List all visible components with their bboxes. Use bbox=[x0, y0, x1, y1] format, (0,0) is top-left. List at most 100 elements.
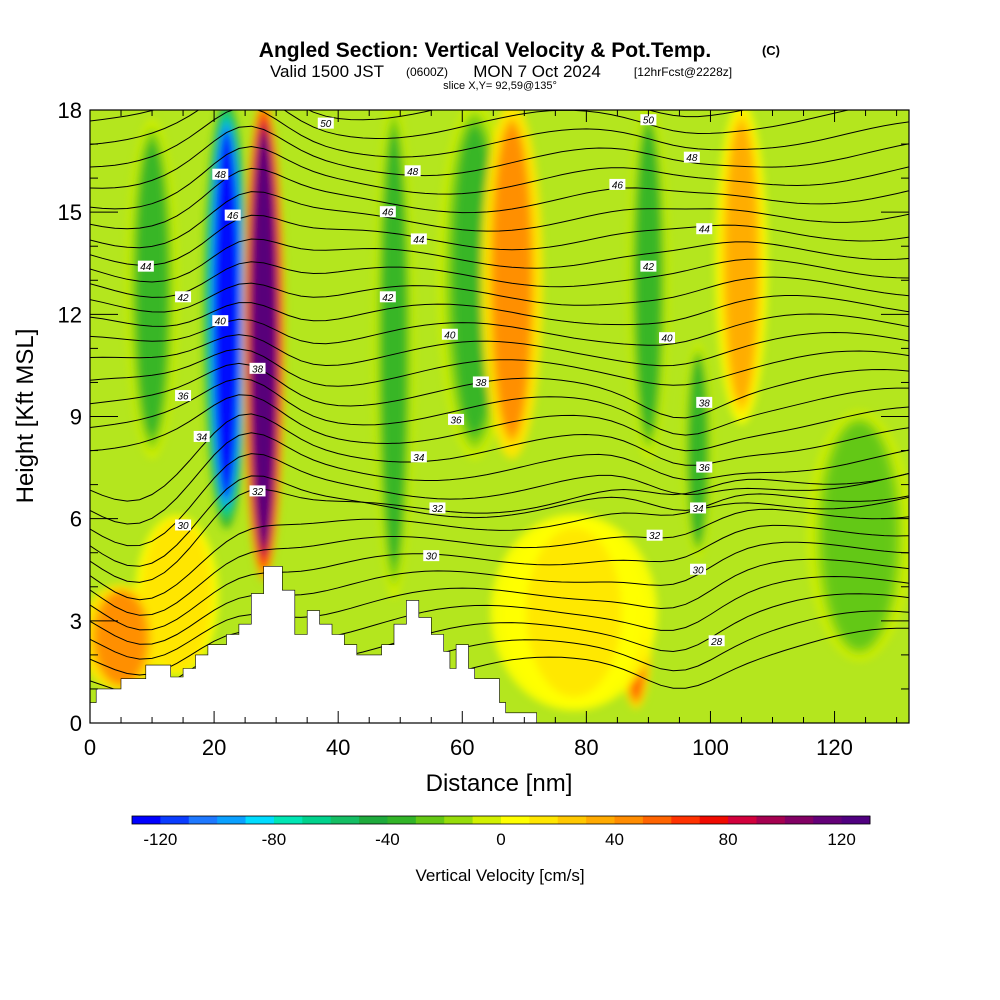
isentrope-line bbox=[90, 110, 851, 145]
colorbar-tick-label: -80 bbox=[262, 830, 287, 849]
velocity-cell bbox=[526, 528, 622, 697]
contour-label: 48 bbox=[212, 168, 229, 181]
colorbar-swatch bbox=[415, 816, 445, 824]
svg-text:38: 38 bbox=[475, 378, 487, 389]
contour-label: 38 bbox=[249, 362, 266, 375]
svg-text:40: 40 bbox=[215, 317, 227, 328]
contour-label: 48 bbox=[404, 165, 421, 178]
colorbar-swatch bbox=[671, 816, 701, 824]
colorbar-tick-label: 40 bbox=[605, 830, 624, 849]
svg-text:40: 40 bbox=[661, 334, 673, 345]
svg-text:46: 46 bbox=[382, 208, 394, 219]
svg-text:48: 48 bbox=[686, 153, 698, 164]
velocity-cell bbox=[382, 133, 406, 563]
colorbar-swatch bbox=[699, 816, 729, 824]
svg-text:34: 34 bbox=[413, 453, 425, 464]
svg-text:30: 30 bbox=[178, 521, 190, 532]
colorbar-swatch bbox=[529, 816, 559, 824]
y-axis-label: Height [Kft MSL] bbox=[12, 329, 39, 504]
svg-text:48: 48 bbox=[215, 170, 227, 181]
x-tick-label: 40 bbox=[326, 735, 350, 760]
svg-text:36: 36 bbox=[699, 463, 711, 474]
colorbar-label: Vertical Velocity [cm/s] bbox=[415, 866, 584, 885]
contour-label: 46 bbox=[379, 206, 396, 219]
colorbar-tick-label: 120 bbox=[827, 830, 855, 849]
colorbar-tick-label: -120 bbox=[143, 830, 177, 849]
svg-text:50: 50 bbox=[643, 116, 655, 127]
contour-label: 44 bbox=[696, 223, 713, 236]
contour-label: 30 bbox=[175, 519, 192, 532]
y-tick-label: 3 bbox=[70, 609, 82, 634]
svg-text:34: 34 bbox=[196, 432, 208, 443]
isentrope-line bbox=[90, 191, 909, 249]
isentrope-line bbox=[90, 145, 909, 210]
colorbar-swatch bbox=[784, 816, 814, 824]
colorbar-swatch bbox=[302, 816, 332, 824]
svg-text:42: 42 bbox=[643, 262, 655, 273]
isentrope-line bbox=[90, 493, 909, 601]
contour-labels: 50 50 48 48 48 46 46 46 44 44 44 42 42 42 40 40 40 38 38 38… bbox=[137, 114, 725, 648]
velocity-cell bbox=[97, 591, 145, 684]
contour-label: 42 bbox=[379, 291, 396, 304]
svg-text:32: 32 bbox=[649, 531, 661, 542]
velocity-cell bbox=[153, 526, 201, 665]
chart-subtitle-zulu: (0600Z) bbox=[406, 65, 448, 79]
isentrope-line bbox=[90, 276, 909, 313]
isentrope-line bbox=[90, 473, 909, 583]
contour-label: 38 bbox=[472, 376, 489, 389]
contour-label: 44 bbox=[410, 233, 427, 246]
chart-title: Angled Section: Vertical Velocity & Pot.… bbox=[259, 39, 711, 62]
y-tick-label: 9 bbox=[70, 405, 82, 430]
velocity-cell bbox=[251, 132, 276, 547]
isentrope-line bbox=[90, 558, 909, 660]
colorbar-swatch bbox=[273, 816, 303, 824]
isentrope-line bbox=[90, 508, 909, 616]
svg-text:30: 30 bbox=[692, 565, 704, 576]
chart-subtitle-forecast: [12hrFcst@2228z] bbox=[634, 65, 732, 79]
svg-text:46: 46 bbox=[227, 211, 239, 222]
contour-label: 40 bbox=[659, 332, 676, 345]
contour-label: 32 bbox=[429, 502, 446, 515]
svg-text:38: 38 bbox=[252, 364, 264, 375]
colorbar-swatch bbox=[245, 816, 275, 824]
isentrope-line bbox=[90, 475, 909, 567]
colorbar-swatch bbox=[728, 816, 757, 824]
x-tick-label: 20 bbox=[202, 735, 226, 760]
colorbar-swatch bbox=[614, 816, 644, 824]
isentrope-line bbox=[90, 377, 909, 436]
chart-title-unit: (C) bbox=[762, 43, 780, 58]
y-tick-label: 18 bbox=[58, 98, 82, 123]
colorbar-swatch bbox=[841, 816, 871, 824]
x-tick-label: 0 bbox=[84, 735, 96, 760]
colorbar-swatch bbox=[756, 816, 786, 824]
contour-label: 40 bbox=[212, 315, 229, 328]
contour-label: 34 bbox=[193, 430, 210, 443]
chart-subtitle-valid: Valid 1500 JST bbox=[270, 62, 384, 81]
contour-label: 28 bbox=[708, 635, 725, 648]
svg-text:36: 36 bbox=[451, 415, 463, 426]
velocity-cell bbox=[137, 143, 167, 435]
contour-label: 42 bbox=[640, 260, 657, 273]
contour-label: 36 bbox=[696, 461, 713, 474]
colorbar-tick-label: 0 bbox=[496, 830, 505, 849]
contour-label: 32 bbox=[249, 485, 266, 498]
colorbar-swatch bbox=[586, 816, 616, 824]
isentrope-line bbox=[90, 110, 909, 168]
svg-text:32: 32 bbox=[252, 487, 264, 498]
svg-text:42: 42 bbox=[382, 293, 394, 304]
svg-text:28: 28 bbox=[710, 637, 723, 648]
x-tick-label: 120 bbox=[816, 735, 853, 760]
svg-text:34: 34 bbox=[692, 504, 704, 515]
chart-subtitle-slice: slice X,Y= 92,59@135° bbox=[443, 80, 557, 92]
isentrope-line bbox=[90, 413, 909, 502]
isentrope-line bbox=[90, 362, 909, 419]
svg-text:36: 36 bbox=[178, 392, 190, 403]
isentrope-line bbox=[90, 541, 909, 645]
colorbar: -120 -80 -40 0 40 80 120 bbox=[131, 815, 871, 849]
contour-label: 46 bbox=[609, 178, 626, 191]
contour-label: 50 bbox=[317, 117, 334, 130]
velocity-cell bbox=[494, 127, 530, 434]
svg-text:42: 42 bbox=[178, 293, 190, 304]
contour-label: 30 bbox=[690, 563, 707, 576]
